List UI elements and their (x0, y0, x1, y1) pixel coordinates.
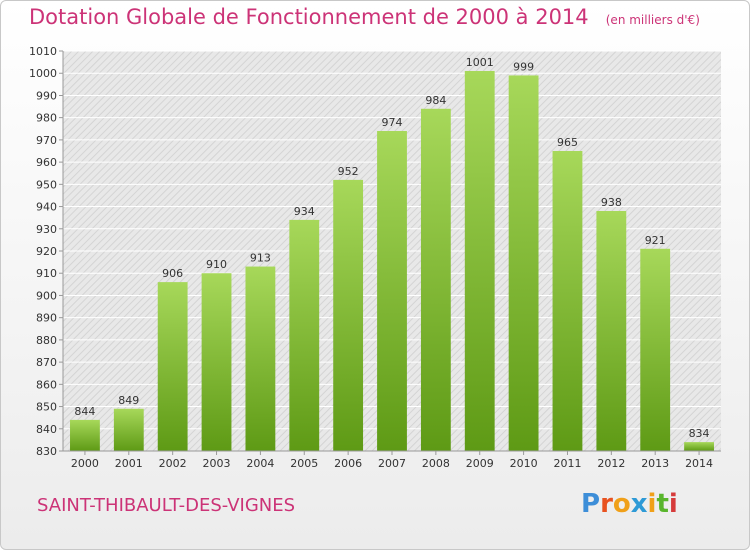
logo-letter: i (668, 489, 678, 519)
y-tick-label: 900 (36, 289, 57, 302)
y-tick-label: 830 (36, 445, 57, 458)
bar-2014 (684, 442, 714, 451)
x-axis-ticks: 2000 2001 2002 2003 2004 2005 2006 2007 2008 2009… (71, 451, 713, 470)
x-tick-label: 2008 (422, 457, 450, 470)
y-tick-label: 910 (36, 267, 57, 280)
bar-2005 (289, 219, 320, 451)
y-tick-label: 960 (36, 156, 57, 169)
x-tick-label: 2006 (334, 457, 362, 470)
x-tick-label: 2010 (510, 457, 538, 470)
y-tick-label: 870 (36, 356, 57, 369)
value-label-2002: 906 (162, 267, 183, 280)
y-tick-label: 880 (36, 334, 57, 347)
bar-2011 (552, 151, 583, 451)
place-name: SAINT-THIBAULT-DES-VIGNES (37, 495, 296, 516)
value-label-2004: 913 (250, 252, 271, 265)
chart-title-block: Dotation Globale de Fonctionnement de 20… (29, 5, 700, 29)
bar-2001 (113, 408, 144, 451)
chart-title: Dotation Globale de Fonctionnement de 20… (29, 5, 589, 29)
logo-letter: r (600, 489, 613, 519)
x-tick-label: 2011 (553, 457, 581, 470)
value-labels: 844 849 906 910 913 934 952 974 984 1001 999 965 938… (74, 56, 709, 440)
x-tick-label: 2000 (71, 457, 99, 470)
value-label-2005: 934 (294, 205, 315, 218)
y-tick-label: 890 (36, 312, 57, 325)
bar-2012 (596, 211, 627, 451)
value-label-2014: 834 (689, 427, 710, 440)
y-tick-label: 940 (36, 201, 57, 214)
value-label-2006: 952 (338, 165, 359, 178)
bar-2006 (333, 179, 364, 451)
y-tick-label: 950 (36, 178, 57, 191)
value-label-2011: 965 (557, 136, 578, 149)
value-label-2010: 999 (513, 60, 534, 73)
value-label-2009: 1001 (466, 56, 494, 69)
value-label-2001: 849 (118, 394, 139, 407)
logo-letter: o (612, 489, 631, 519)
logo-letter: P (581, 489, 601, 519)
logo-letter: i (647, 489, 657, 519)
x-tick-label: 2005 (290, 457, 318, 470)
x-tick-label: 2004 (246, 457, 274, 470)
value-label-2000: 844 (74, 405, 95, 418)
y-tick-label: 980 (36, 112, 57, 125)
y-tick-label: 850 (36, 401, 57, 414)
bar-2007 (377, 131, 407, 451)
value-label-2007: 974 (382, 116, 403, 129)
x-tick-label: 2009 (466, 457, 494, 470)
bar-2010 (508, 75, 539, 451)
x-tick-label: 2001 (115, 457, 143, 470)
y-tick-label: 840 (36, 423, 57, 436)
bar-2013 (640, 248, 671, 451)
bar-chart: 830 840 850 860 870 880 890 900 910 920 930 940 950 9… (29, 45, 721, 470)
bar-2003 (201, 273, 232, 451)
value-label-2003: 910 (206, 258, 227, 271)
y-tick-label: 1010 (29, 45, 57, 58)
logo-letter: x (630, 489, 648, 519)
y-tick-label: 930 (36, 223, 57, 236)
y-tick-label: 990 (36, 89, 57, 102)
bars (70, 71, 714, 452)
y-tick-label: 970 (36, 134, 57, 147)
x-tick-label: 2007 (378, 457, 406, 470)
x-tick-label: 2014 (685, 457, 713, 470)
x-tick-label: 2012 (597, 457, 625, 470)
proxiti-logo: Proxiti (581, 489, 678, 519)
logo-letter: t (656, 489, 669, 519)
bar-2000 (70, 419, 100, 451)
y-tick-label: 920 (36, 245, 57, 258)
value-label-2012: 938 (601, 196, 622, 209)
x-tick-label: 2013 (641, 457, 669, 470)
value-label-2008: 984 (425, 94, 446, 107)
x-tick-label: 2003 (203, 457, 231, 470)
bar-2008 (420, 108, 451, 452)
y-tick-label: 1000 (29, 67, 57, 80)
bar-2002 (157, 282, 188, 451)
x-tick-label: 2002 (159, 457, 187, 470)
y-tick-label: 860 (36, 378, 57, 391)
bar-2009 (464, 71, 495, 451)
chart-unit-note: (en milliers d'€) (605, 13, 700, 27)
value-label-2013: 921 (645, 234, 666, 247)
bar-2004 (245, 266, 276, 451)
